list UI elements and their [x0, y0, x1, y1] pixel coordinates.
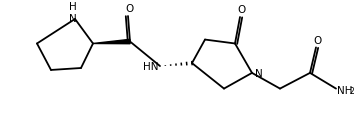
Text: N: N: [69, 14, 77, 24]
Text: HN: HN: [143, 62, 159, 72]
Text: O: O: [126, 4, 134, 14]
Text: O: O: [237, 5, 245, 15]
Text: H: H: [69, 2, 77, 12]
Text: N: N: [255, 69, 263, 79]
Text: O: O: [314, 36, 322, 46]
Text: NH: NH: [337, 86, 353, 96]
Text: 2: 2: [349, 87, 354, 96]
Polygon shape: [93, 39, 130, 44]
